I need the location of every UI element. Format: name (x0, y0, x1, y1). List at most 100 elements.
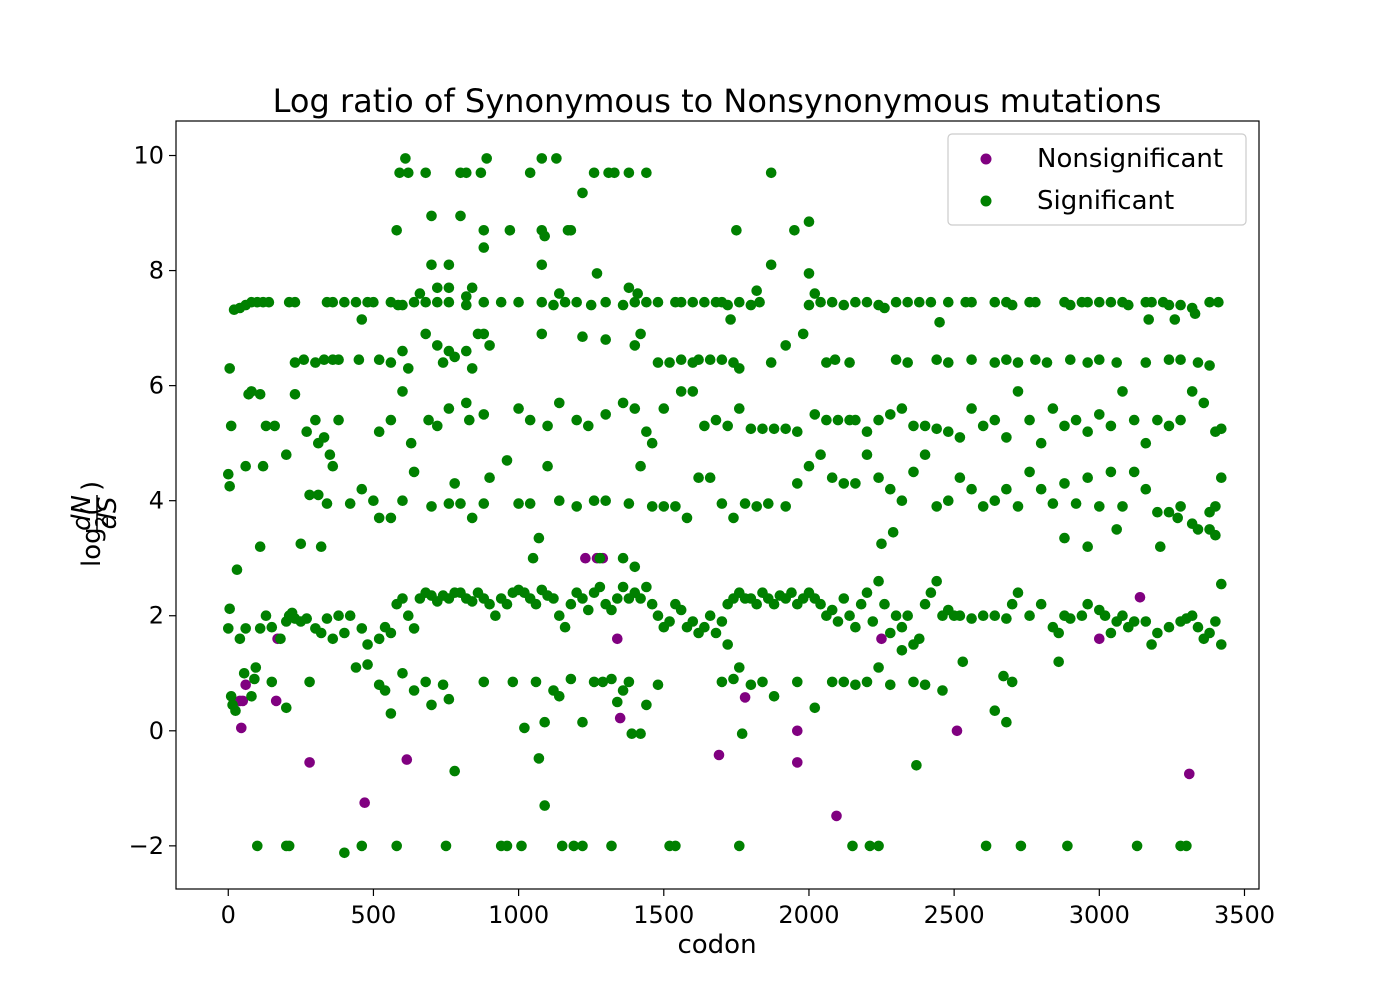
x-tick-label-3000: 3000 (1069, 901, 1130, 929)
point-significant-587 (397, 668, 408, 679)
point-significant-544 (1059, 478, 1070, 489)
point-significant-466 (1094, 409, 1105, 420)
point-significant-405 (318, 432, 330, 443)
point-significant-561 (295, 538, 307, 550)
point-significant-336 (289, 357, 301, 368)
point-significant-108 (704, 610, 716, 621)
point-significant-634 (1053, 656, 1064, 668)
point-significant-614 (745, 679, 757, 691)
point-significant-593 (478, 676, 490, 688)
point-significant-618 (809, 702, 821, 714)
legend-label-nonsignificant: Nonsignificant (1037, 144, 1223, 174)
point-significant-267 (408, 296, 420, 308)
point-significant-349 (437, 357, 449, 368)
point-significant-355 (478, 328, 490, 340)
point-significant-278 (571, 296, 582, 308)
point-significant-534 (943, 495, 954, 507)
point-significant-498 (484, 472, 495, 484)
y-tick-label-3: 4 (149, 487, 164, 515)
point-significant-224 (461, 167, 472, 179)
point-significant-456 (977, 420, 989, 432)
point-significant-172 (1128, 616, 1140, 627)
point-significant-439 (780, 423, 791, 435)
point-significant-588 (408, 685, 420, 696)
point-significant-299 (838, 299, 850, 311)
point-significant-455 (966, 403, 977, 414)
point-significant-103 (675, 604, 687, 616)
x-tick-label-3500: 3500 (1214, 901, 1275, 929)
point-significant-265 (809, 288, 821, 299)
point-significant-334 (1204, 296, 1215, 308)
point-significant-477 (1216, 423, 1227, 435)
point-significant-470 (1140, 437, 1152, 449)
point-significant-403 (310, 414, 321, 426)
point-significant-413 (432, 420, 443, 432)
point-significant-410 (397, 386, 408, 397)
point-significant-632 (1001, 716, 1012, 728)
point-significant-401 (289, 389, 301, 400)
point-significant-10 (263, 296, 275, 308)
point-significant-627 (919, 679, 931, 691)
point-nonsignificant-18 (831, 810, 842, 822)
point-significant-514 (704, 472, 716, 484)
point-significant-472 (1163, 420, 1175, 432)
point-significant-411 (405, 437, 417, 449)
point-significant-388 (1082, 357, 1093, 368)
y-tick-label-6: 10 (133, 142, 164, 170)
point-significant-1 (224, 481, 235, 492)
point-significant-271 (461, 299, 472, 311)
point-significant-497 (478, 498, 490, 509)
y-label-subscript: 2 (92, 516, 113, 527)
point-significant-577 (231, 564, 243, 575)
point-significant-486 (356, 483, 368, 495)
legend-marker-significant (980, 195, 992, 207)
x-tick-label-2500: 2500 (924, 901, 985, 929)
point-significant-553 (1163, 506, 1175, 518)
point-significant-236 (577, 187, 588, 199)
point-significant-521 (792, 478, 803, 489)
point-significant-176 (1163, 621, 1175, 633)
point-significant-440 (792, 426, 803, 438)
point-significant-297 (815, 296, 826, 308)
point-significant-628 (937, 685, 948, 696)
point-significant-159 (1035, 598, 1047, 610)
point-nonsignificant-13 (614, 712, 626, 724)
legend: Nonsignificant Significant (947, 133, 1247, 226)
point-significant-260 (466, 282, 478, 294)
point-significant-141 (896, 621, 908, 633)
point-significant-399 (260, 420, 272, 432)
point-significant-238 (426, 210, 437, 222)
point-significant-435 (734, 403, 745, 414)
point-significant-615 (757, 676, 768, 688)
point-significant-269 (432, 296, 443, 308)
point-significant-358 (577, 331, 588, 343)
point-significant-437 (757, 423, 768, 435)
point-significant-240 (478, 225, 490, 236)
y-tick-label-1: 0 (149, 717, 164, 745)
point-significant-378 (902, 357, 913, 368)
point-significant-183 (1210, 616, 1221, 627)
point-significant-91 (606, 604, 617, 616)
point-significant-110 (716, 616, 728, 627)
point-significant-515 (716, 498, 728, 509)
x-tick-label-1000: 1000 (488, 901, 549, 929)
x-tick-label-1500: 1500 (633, 901, 694, 929)
point-significant-574 (1172, 512, 1183, 524)
point-significant-426 (629, 403, 641, 414)
point-significant-385 (1030, 354, 1041, 366)
point-significant-309 (943, 296, 954, 308)
point-significant-257 (432, 282, 443, 294)
point-significant-361 (635, 328, 646, 340)
point-significant-427 (641, 426, 652, 438)
point-significant-41 (301, 613, 313, 624)
point-significant-3 (224, 363, 235, 374)
point-significant-442 (821, 414, 832, 426)
point-significant-155 (1001, 613, 1012, 624)
point-significant-377 (890, 354, 902, 366)
point-significant-137 (873, 575, 884, 587)
point-significant-204 (864, 840, 876, 852)
point-significant-490 (397, 495, 408, 507)
point-significant-512 (681, 512, 693, 524)
point-significant-590 (426, 699, 437, 711)
point-significant-226 (481, 153, 493, 164)
